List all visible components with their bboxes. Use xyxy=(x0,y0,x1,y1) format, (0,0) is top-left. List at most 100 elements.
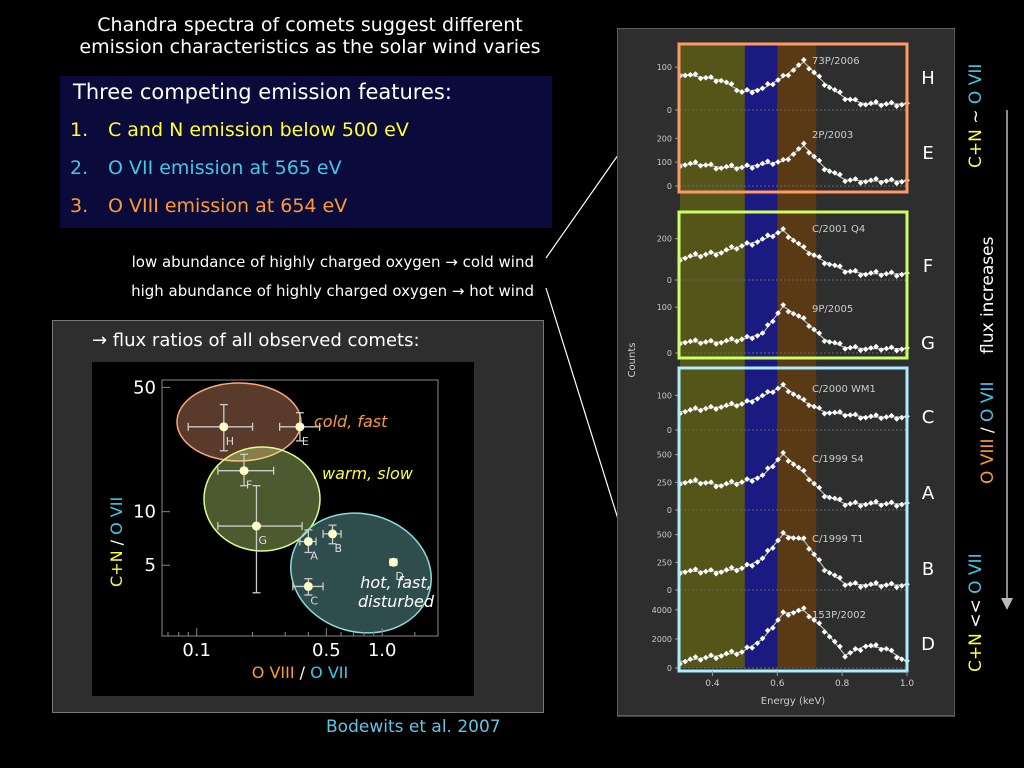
spectrum-data-point xyxy=(775,617,781,623)
feature-number: 1. xyxy=(70,119,89,141)
spectrum-data-point xyxy=(785,612,792,618)
spectrum-data-point xyxy=(888,412,895,419)
spectrum-data-point xyxy=(790,151,797,158)
spectrum-data-point xyxy=(873,642,879,648)
spectrum-data-point xyxy=(785,308,792,315)
spectrum-data-point xyxy=(852,343,859,350)
spectrum-data-point xyxy=(831,638,838,645)
spectrum-data-point xyxy=(739,243,745,249)
spectrum-data-point xyxy=(857,101,864,108)
spectrum-data-point xyxy=(893,103,900,109)
spectrum-name: 153P/2002 xyxy=(812,610,866,621)
spectrum-data-point xyxy=(842,653,848,660)
data-point xyxy=(303,536,313,546)
spectrum-data-point xyxy=(785,388,792,395)
spectrum-data-point xyxy=(899,178,905,185)
data-point xyxy=(328,529,338,539)
spectrum-153P/2002: 0 2000 4000 153P/2002 D xyxy=(652,605,935,673)
spectrum-data-point xyxy=(842,96,848,103)
comet-letter: E xyxy=(922,143,933,164)
comet-point-B: B xyxy=(322,524,342,555)
spectrum-data-point xyxy=(754,559,761,565)
x-tick-label: 1.0 xyxy=(368,640,397,661)
spectrum-data-point xyxy=(785,156,792,163)
spectrum-data-point xyxy=(682,162,688,168)
spectrum-data-point xyxy=(816,620,823,627)
spectrum-data-point xyxy=(744,86,750,93)
spectrum-data-point xyxy=(847,412,854,418)
spectrum-data-point xyxy=(888,269,895,276)
spectrum-data-point xyxy=(826,633,833,640)
spectrum-data-point xyxy=(723,650,730,657)
spectrum-data-point xyxy=(739,336,745,343)
band-c-and-n xyxy=(680,44,745,668)
comet-point-F: F xyxy=(217,453,275,492)
spectrum-data-point xyxy=(692,566,699,572)
spectrum-data-point xyxy=(899,414,905,421)
spectrum-name: 2P/2003 xyxy=(812,130,853,141)
spectrum-data-point xyxy=(852,411,859,418)
comet-point-E: E xyxy=(278,412,321,448)
group-box-cold xyxy=(677,42,909,194)
spectrum-data-point xyxy=(893,180,900,187)
spectrum-data-point xyxy=(702,654,709,661)
spectrum-data-point xyxy=(888,344,895,351)
spectrum-data-point xyxy=(702,568,709,575)
counts-axis-label: Counts xyxy=(627,343,638,378)
point-label: G xyxy=(258,534,267,547)
spectrum-data-point xyxy=(878,102,885,109)
data-point xyxy=(388,557,398,567)
spectrum-data-point xyxy=(800,467,807,474)
spectrum-data-point xyxy=(733,338,740,345)
spectrum-name: 9P/2005 xyxy=(812,304,853,315)
svg-text:C+N / O VII: C+N / O VII xyxy=(107,497,126,587)
ratio-ylabel-cn: C+N xyxy=(107,550,126,587)
spectrum-data-point xyxy=(852,96,859,103)
spectrum-data-point xyxy=(739,649,745,655)
spectrum-data-point xyxy=(873,99,879,105)
spectrum-y-tick-label: 100 xyxy=(657,391,672,400)
y-tick-label: 10 xyxy=(133,502,156,523)
spectrum-data-point xyxy=(790,67,797,74)
flux-arrow-head xyxy=(1001,598,1013,610)
spectrum-data-point xyxy=(733,87,740,94)
spectrum-data-point xyxy=(899,346,905,353)
spectrum-data-point xyxy=(852,267,859,274)
spectrum-y-tick-label: 0 xyxy=(667,506,672,515)
spectrum-data-point xyxy=(842,412,848,419)
spectrum-data-point xyxy=(682,658,688,665)
spectrum-y-tick-label: 0 xyxy=(667,106,672,115)
spectrum-data-point xyxy=(728,478,735,485)
spectrum-data-point xyxy=(697,570,704,576)
spectrum-data-point xyxy=(888,647,895,654)
spectrum-data-point xyxy=(888,580,895,587)
spectrum-data-point xyxy=(826,570,833,576)
spectrum-y-tick-label: 100 xyxy=(657,158,672,167)
spectrum-data-point xyxy=(687,656,694,663)
spectrum-data-point xyxy=(744,162,750,168)
comet-letter: H xyxy=(921,68,935,89)
spectrum-data-point xyxy=(857,272,864,279)
spectrum-data-point xyxy=(847,649,854,656)
ratio-region-labels: cold, fast warm, slow hot, fast, disturbed xyxy=(314,412,435,611)
spectrum-data-point xyxy=(770,625,776,631)
spectrum-data-point xyxy=(764,547,771,554)
spectrum-data-point xyxy=(733,166,740,172)
spectrum-data-point xyxy=(873,343,879,350)
spectrum-data-point xyxy=(837,263,843,269)
energy-bands xyxy=(680,44,817,668)
comet-point-G: G xyxy=(217,485,303,594)
spectrum-data-point xyxy=(785,234,792,241)
spectrum-data-point xyxy=(811,617,817,623)
spectrum-data-point xyxy=(857,415,864,422)
spectrum-data-point xyxy=(790,535,797,541)
spectrum-data-point xyxy=(893,503,900,509)
spectrum-data-point xyxy=(847,344,854,351)
region-ellipse xyxy=(203,446,321,552)
spectrum-data-point xyxy=(883,500,890,507)
group-box-hot xyxy=(677,366,909,673)
spectrum-data-point xyxy=(733,567,740,574)
spectrum-data-point xyxy=(785,72,792,79)
feature-item-o8: 3. O VIII emission at 654 eV xyxy=(70,195,347,217)
spectrum-data-point xyxy=(878,179,885,186)
